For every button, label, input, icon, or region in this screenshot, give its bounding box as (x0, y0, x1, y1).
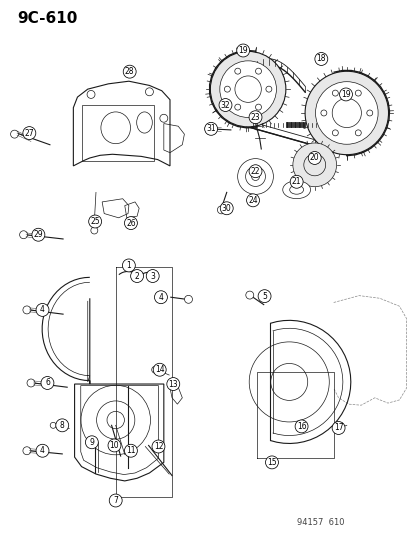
Text: 18: 18 (316, 54, 325, 63)
Circle shape (237, 159, 273, 195)
Circle shape (23, 127, 36, 140)
Text: 4: 4 (40, 446, 45, 455)
Circle shape (124, 216, 137, 230)
Text: 22: 22 (250, 167, 260, 176)
Circle shape (257, 290, 271, 303)
Circle shape (204, 123, 217, 135)
Text: 20: 20 (309, 154, 319, 163)
Circle shape (294, 420, 307, 433)
Circle shape (27, 379, 35, 387)
Ellipse shape (282, 181, 310, 199)
Text: 5: 5 (261, 292, 266, 301)
Circle shape (36, 303, 49, 317)
Text: 7: 7 (113, 496, 118, 505)
Text: 19: 19 (238, 46, 247, 55)
Text: 29: 29 (33, 230, 43, 239)
Circle shape (36, 445, 49, 457)
Text: 15: 15 (266, 458, 276, 467)
Circle shape (315, 82, 377, 144)
Circle shape (154, 290, 167, 304)
Circle shape (124, 445, 137, 457)
Circle shape (85, 436, 98, 449)
Circle shape (90, 227, 97, 234)
Circle shape (245, 291, 253, 299)
Circle shape (290, 175, 302, 188)
Text: 21: 21 (291, 177, 301, 187)
Circle shape (23, 306, 31, 314)
Text: 94157  610: 94157 610 (297, 518, 344, 527)
Circle shape (204, 125, 213, 133)
Text: 25: 25 (90, 217, 100, 226)
Text: 9: 9 (89, 438, 94, 447)
Text: 32: 32 (220, 101, 230, 109)
Circle shape (210, 51, 285, 127)
Circle shape (249, 165, 261, 177)
Text: 17: 17 (333, 424, 342, 432)
Text: 6: 6 (45, 378, 50, 387)
Text: 8: 8 (60, 421, 64, 430)
Text: 12: 12 (153, 442, 163, 451)
Circle shape (152, 440, 164, 453)
Text: 3: 3 (150, 271, 155, 280)
Text: 10: 10 (109, 441, 119, 450)
Text: 1: 1 (126, 261, 131, 270)
Circle shape (108, 439, 121, 452)
Circle shape (218, 99, 231, 111)
Circle shape (331, 422, 344, 434)
Circle shape (56, 419, 69, 432)
Circle shape (146, 270, 159, 282)
Circle shape (41, 376, 54, 390)
Circle shape (88, 215, 101, 228)
Circle shape (304, 71, 387, 155)
Text: 26: 26 (126, 219, 135, 228)
Text: 31: 31 (206, 124, 216, 133)
Text: 13: 13 (168, 379, 178, 389)
Circle shape (308, 151, 320, 164)
Circle shape (131, 270, 143, 282)
Text: 19: 19 (340, 90, 350, 99)
Text: 30: 30 (221, 204, 231, 213)
Text: 14: 14 (154, 365, 164, 374)
Circle shape (219, 61, 276, 117)
Circle shape (123, 65, 136, 78)
Text: 23: 23 (250, 112, 260, 122)
Text: 28: 28 (125, 67, 134, 76)
Circle shape (292, 143, 336, 187)
Text: 11: 11 (126, 446, 135, 455)
Circle shape (153, 364, 166, 376)
Circle shape (122, 259, 135, 272)
Circle shape (249, 111, 261, 124)
Text: 4: 4 (40, 305, 45, 314)
Circle shape (109, 494, 122, 507)
Text: 24: 24 (248, 196, 257, 205)
Text: 4: 4 (158, 293, 163, 302)
Circle shape (217, 206, 225, 214)
Text: 2: 2 (134, 271, 139, 280)
Circle shape (19, 231, 28, 239)
Circle shape (184, 295, 192, 303)
Circle shape (339, 88, 351, 101)
Circle shape (314, 53, 327, 66)
Circle shape (220, 202, 233, 215)
Circle shape (32, 228, 45, 241)
Circle shape (166, 377, 179, 391)
Circle shape (265, 456, 278, 469)
Text: 27: 27 (24, 128, 34, 138)
Circle shape (50, 422, 56, 429)
Text: 9C-610: 9C-610 (17, 11, 77, 26)
Circle shape (246, 194, 259, 207)
Circle shape (11, 130, 19, 138)
Circle shape (23, 447, 31, 455)
Text: 16: 16 (296, 422, 306, 431)
Circle shape (236, 44, 249, 57)
